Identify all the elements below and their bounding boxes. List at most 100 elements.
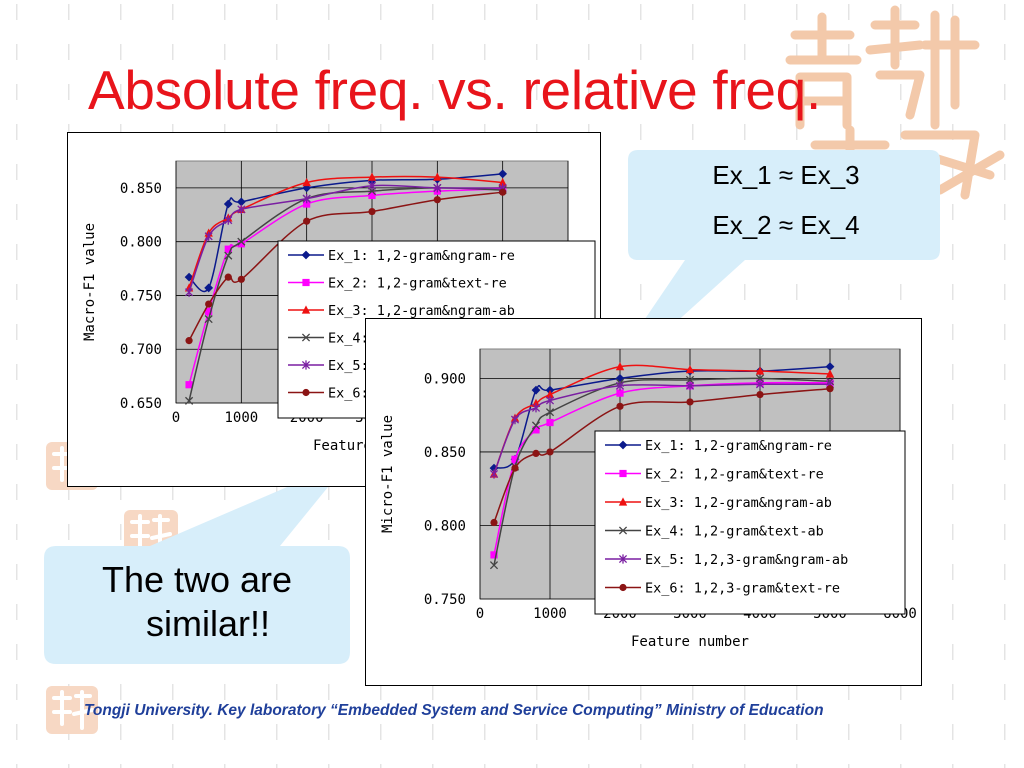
micro-f1-legend-box xyxy=(594,430,906,615)
macro-f1-data-point xyxy=(237,237,246,246)
macro-f1-data-point xyxy=(223,199,233,209)
macro-f1-data-point xyxy=(302,177,311,187)
micro-f1-data-point xyxy=(511,464,519,472)
macro-f1-y-tick-label: 0.850 xyxy=(120,181,162,197)
micro-f1-y-axis-label: Micro-F1 value xyxy=(380,415,396,533)
micro-f1-data-point xyxy=(546,448,554,456)
micro-f1-data-point xyxy=(532,449,540,458)
macro-f1-legend-label: Ex_2: 1,2-gram&text-re xyxy=(328,276,507,292)
callout-right-line-1: Ex_1 ≈ Ex_3 xyxy=(712,160,860,190)
micro-f1-chart-svg: 01000200030004000500060000.7500.8000.850… xyxy=(380,348,917,650)
micro-f1-legend-label: Ex_4: 1,2-gram&text-ab xyxy=(645,524,824,540)
micro-f1-x-tick-label: 1000 xyxy=(533,606,567,622)
macro-f1-data-point xyxy=(224,215,233,225)
micro-f1-data-point xyxy=(615,381,625,391)
micro-f1-data-point xyxy=(826,385,834,393)
micro-f1-series-line xyxy=(493,364,831,475)
macro-f1-y-tick-label: 0.700 xyxy=(120,342,162,358)
micro-f1-series-5 xyxy=(489,379,835,479)
micro-f1-data-point xyxy=(825,369,835,378)
micro-f1-legend-label: Ex_6: 1,2,3-gram&text-re xyxy=(645,581,840,597)
macro-f1-data-point xyxy=(237,204,246,214)
macro-f1-data-point xyxy=(303,200,311,208)
macro-f1-data-point xyxy=(205,307,213,316)
macro-f1-series-6 xyxy=(185,188,507,345)
micro-f1-legend-label: Ex_1: 1,2-gram&ngram-re xyxy=(645,438,832,454)
macro-f1-data-point xyxy=(237,275,245,283)
micro-f1-series-line xyxy=(493,383,831,475)
macro-f1-legend-marker xyxy=(302,388,310,397)
micro-f1-legend-marker xyxy=(618,554,628,564)
micro-f1-data-point xyxy=(489,561,499,570)
macro-f1-x-tick-label: 0 xyxy=(172,410,180,426)
macro-f1-data-point xyxy=(204,283,214,293)
micro-f1-data-point xyxy=(489,469,499,479)
micro-f1-legend-marker xyxy=(619,469,627,478)
macro-f1-y-tick-label: 0.650 xyxy=(120,396,162,412)
micro-f1-series-3 xyxy=(489,362,835,478)
micro-f1-data-point xyxy=(490,551,498,559)
macro-f1-legend-label: Ex_3: 1,2-gram&ngram-ab xyxy=(328,303,515,319)
callout-right-line-2: Ex_2 ≈ Ex_4 xyxy=(712,210,860,240)
slide-title: Absolute freq. vs. relative freq. xyxy=(88,59,821,121)
macro-f1-data-point xyxy=(302,194,311,204)
micro-f1-data-point xyxy=(531,421,541,430)
micro-f1-legend-marker xyxy=(618,526,628,535)
micro-f1-data-point xyxy=(825,362,835,372)
micro-f1-y-tick-label: 0.900 xyxy=(424,371,466,387)
macro-f1-series-5 xyxy=(185,181,507,297)
macro-f1-legend-marker xyxy=(302,278,310,287)
micro-f1-data-point xyxy=(545,395,555,406)
micro-f1-data-point xyxy=(511,455,519,463)
micro-f1-series-6 xyxy=(490,385,834,527)
macro-f1-y-tick-label: 0.800 xyxy=(120,235,162,251)
macro-f1-data-point xyxy=(433,183,442,193)
micro-f1-legend-marker xyxy=(619,583,627,592)
micro-f1-data-point xyxy=(546,418,554,427)
micro-f1-data-point xyxy=(755,366,765,375)
micro-f1-data-point xyxy=(686,398,694,406)
micro-f1-data-point xyxy=(756,390,764,399)
callout-right-bubble xyxy=(590,150,940,400)
macro-f1-data-point xyxy=(224,251,233,260)
macro-f1-data-point xyxy=(433,172,442,181)
micro-f1-x-axis-label: Feature number xyxy=(631,634,749,650)
macro-f1-data-point xyxy=(368,191,376,200)
footer-text: Tongji University. Key laboratory “Embed… xyxy=(84,702,824,719)
micro-f1-x-tick-label: 0 xyxy=(476,606,484,622)
micro-f1-y-tick-label: 0.850 xyxy=(424,445,466,461)
seal-logo-icon xyxy=(46,686,98,734)
micro-f1-data-point xyxy=(510,414,520,425)
macro-f1-data-point xyxy=(236,197,246,207)
callout-left-line-2: similar!! xyxy=(146,603,270,644)
micro-f1-data-point xyxy=(616,402,624,410)
callout-left-line-1: The two are xyxy=(101,559,293,600)
callout-left-bubble xyxy=(44,460,350,664)
micro-f1-legend-label: Ex_3: 1,2-gram&ngram-ab xyxy=(645,495,832,511)
macro-f1-data-point xyxy=(185,396,194,405)
micro-f1-data-point xyxy=(531,403,541,413)
micro-f1-y-tick-label: 0.800 xyxy=(424,518,466,534)
micro-f1-series-line xyxy=(493,387,831,523)
macro-f1-y-tick-label: 0.750 xyxy=(120,288,162,304)
micro-f1-data-point xyxy=(490,518,498,527)
macro-f1-legend-label: Ex_1: 1,2-gram&ngram-re xyxy=(328,248,515,264)
macro-f1-data-point xyxy=(184,272,194,282)
macro-f1-data-point xyxy=(224,245,232,253)
micro-f1-data-point xyxy=(616,389,624,397)
micro-f1-data-point xyxy=(532,426,540,434)
macro-f1-data-point xyxy=(367,181,377,191)
macro-f1-series-line xyxy=(188,191,503,341)
micro-f1-y-tick-label: 0.750 xyxy=(424,592,466,608)
micro-f1-legend-marker xyxy=(618,497,628,506)
micro-f1-data-point xyxy=(755,374,765,383)
macro-f1-legend-marker xyxy=(301,305,311,314)
macro-f1-data-point xyxy=(433,196,441,204)
macro-f1-data-point xyxy=(368,207,376,216)
macro-f1-data-point xyxy=(204,315,213,324)
macro-f1-data-point xyxy=(185,337,193,345)
micro-f1-data-point xyxy=(545,389,555,399)
macro-f1-data-point xyxy=(498,177,507,187)
micro-f1-data-point xyxy=(545,408,555,417)
macro-f1-data-point xyxy=(204,231,213,241)
